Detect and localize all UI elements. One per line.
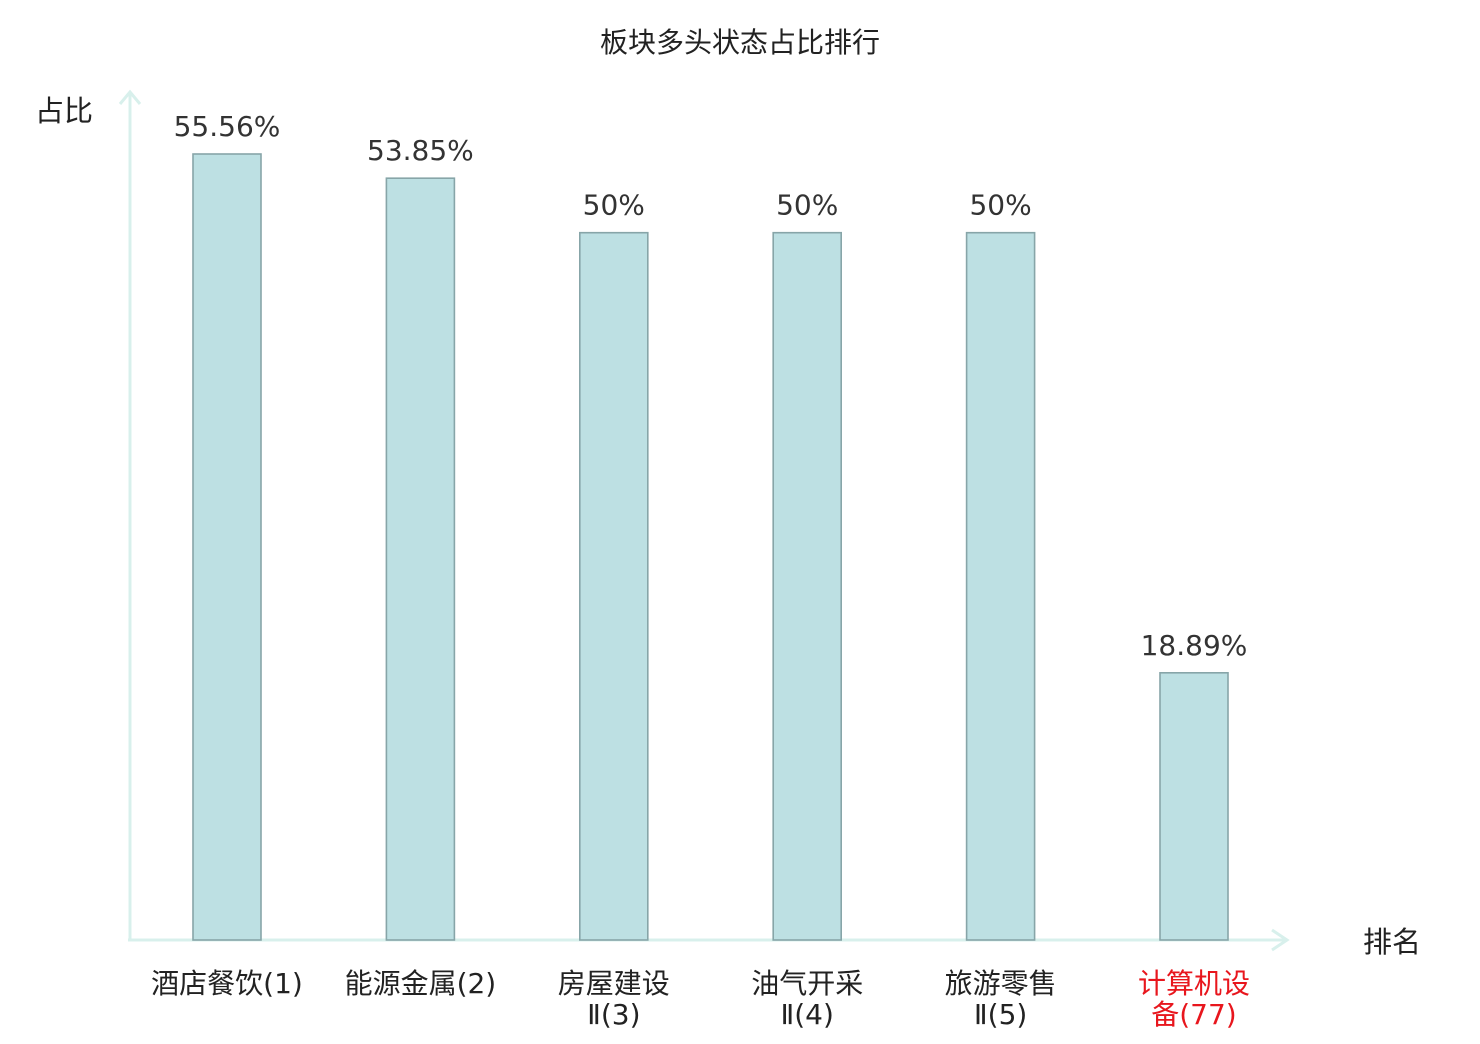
category-label-3-line-1: 房屋建设: [558, 967, 670, 1000]
category-label-5-line-1: 旅游零售: [945, 967, 1057, 1000]
x-axis: [128, 928, 1290, 952]
chart-title: 板块多头状态占比排行: [600, 26, 880, 59]
bars-group: [192, 153, 1229, 941]
category-label-2: 能源金属(2): [345, 967, 497, 1000]
x-axis-arrow: [1271, 928, 1290, 952]
bar-5: [965, 231, 1036, 941]
category-label-4-line-2: Ⅱ(4): [780, 998, 833, 1031]
value-label-1: 55.56%: [174, 110, 281, 143]
category-label-1: 酒店餐饮(1): [151, 967, 303, 1000]
value-label-3: 50%: [583, 189, 645, 222]
value-labels-group: 55.56% 53.85% 50% 50% 50% 18.89%: [174, 110, 1248, 662]
bar-2: [385, 177, 456, 941]
x-axis-label: 排名: [1363, 925, 1421, 959]
value-label-4: 50%: [776, 189, 838, 222]
category-label-6-line-1: 计算机设: [1138, 967, 1250, 1000]
bar-6: [1159, 671, 1229, 941]
y-axis-arrow: [118, 89, 142, 105]
value-label-5: 50%: [969, 189, 1031, 222]
value-label-2: 53.85%: [367, 134, 474, 167]
value-label-6: 18.89%: [1141, 629, 1248, 662]
bar-1: [192, 153, 262, 941]
category-label-6-line-2: 备(77): [1151, 998, 1236, 1031]
category-label-5-line-2: Ⅱ(5): [974, 998, 1027, 1031]
bar-4: [772, 231, 843, 941]
y-axis-label: 占比: [35, 94, 93, 128]
y-axis: [118, 89, 142, 940]
bar-3: [578, 231, 649, 941]
category-label-4-line-1: 油气开采: [751, 967, 863, 1000]
category-label-3-line-2: Ⅱ(3): [587, 998, 640, 1031]
